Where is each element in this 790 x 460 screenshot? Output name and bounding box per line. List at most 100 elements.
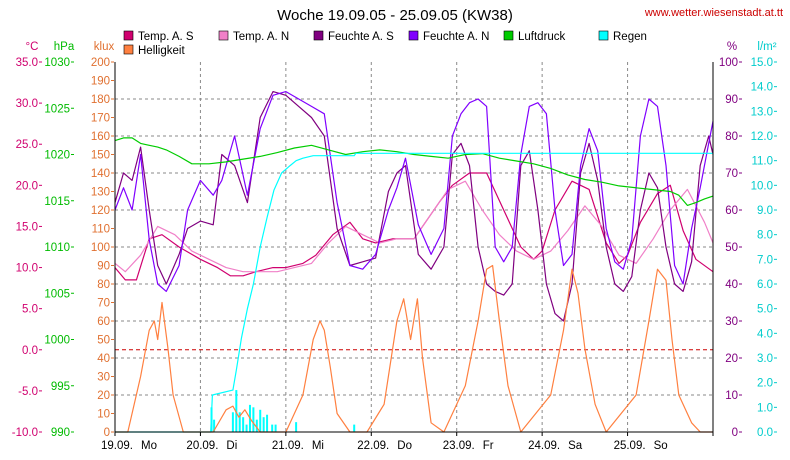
legend-swatch bbox=[598, 30, 609, 41]
series-luftdruck bbox=[114, 137, 714, 206]
y-tick-label-rain: 14.0 bbox=[751, 82, 773, 94]
y-tick-label-rain: 12.0 bbox=[751, 131, 773, 143]
legend-swatch bbox=[503, 30, 514, 41]
legend-swatch bbox=[408, 30, 419, 41]
y-tick-label-rain: 13.0 bbox=[751, 106, 773, 118]
y-tick-label-humidity: 80 bbox=[725, 131, 738, 143]
axis-unit-lux: klux bbox=[94, 41, 115, 53]
y-tick-label-humidity: 60 bbox=[725, 205, 738, 217]
rain-bar bbox=[266, 414, 269, 432]
axis-unit-pressure: hPa bbox=[54, 41, 75, 53]
y-tick-label-pressure: 1030 bbox=[44, 57, 70, 69]
y-tick-label-lux: 0 bbox=[104, 427, 110, 439]
legend-label: Feuchte A. N bbox=[423, 31, 489, 43]
y-tick-label-lux: 150 bbox=[91, 150, 110, 162]
rain-bar bbox=[231, 412, 234, 432]
y-tick-label-lux: 90 bbox=[97, 261, 110, 273]
legend-label: Luftdruck bbox=[518, 31, 566, 43]
rain-bar bbox=[245, 424, 248, 432]
rain-bar bbox=[255, 419, 258, 432]
y-tick-label-humidity: 20 bbox=[725, 353, 738, 365]
y-tick-label-temp: 5.0 bbox=[22, 304, 38, 316]
y-tick-label-rain: 0.0 bbox=[757, 427, 773, 439]
y-tick-label-rain: 3.0 bbox=[757, 353, 773, 365]
rain-bar bbox=[274, 424, 277, 432]
y-tick-label-lux: 160 bbox=[91, 131, 110, 143]
series-regen bbox=[115, 152, 713, 433]
y-tick-label-lux: 50 bbox=[97, 335, 110, 347]
chart-title: Woche 19.09.05 - 25.09.05 (KW38) bbox=[277, 7, 513, 24]
y-tick-label-rain: 6.0 bbox=[757, 279, 773, 291]
y-tick-label-lux: 130 bbox=[91, 187, 110, 199]
y-tick-label-temp: 10.0 bbox=[16, 263, 38, 275]
x-tick-weekday: Do bbox=[397, 440, 412, 452]
y-tick-label-humidity: 10 bbox=[725, 390, 738, 402]
y-tick-label-temp: -10.0 bbox=[12, 427, 38, 439]
x-tick-weekday: Sa bbox=[568, 440, 583, 452]
rain-bar bbox=[295, 422, 298, 432]
x-tick-weekday: So bbox=[654, 440, 668, 452]
y-tick-label-pressure: 1005 bbox=[44, 288, 70, 300]
axis-unit-rain: l/m² bbox=[757, 41, 776, 53]
y-tick-label-humidity: 70 bbox=[725, 168, 738, 180]
rain-bar bbox=[235, 390, 238, 432]
y-tick-label-humidity: 0 bbox=[732, 427, 738, 439]
y-tick-label-lux: 180 bbox=[91, 94, 110, 106]
y-tick-label-pressure: 1010 bbox=[44, 242, 70, 254]
y-tick-label-rain: 9.0 bbox=[757, 205, 773, 217]
y-tick-label-rain: 8.0 bbox=[757, 230, 773, 242]
series-feuchte-a-n bbox=[114, 90, 714, 292]
y-tick-label-pressure: 1000 bbox=[44, 335, 70, 347]
y-tick-label-lux: 80 bbox=[97, 279, 110, 291]
source-url: www.wetter.wiesenstadt.at.tt bbox=[644, 7, 783, 19]
x-tick-date: 20.09. bbox=[186, 440, 218, 452]
axis-unit-temp: °C bbox=[26, 41, 39, 53]
y-tick-label-temp: 0.0 bbox=[22, 345, 38, 357]
y-tick-label-rain: 1.0 bbox=[757, 402, 773, 414]
x-tick-weekday: Fr bbox=[483, 440, 494, 452]
y-tick-label-rain: 10.0 bbox=[751, 180, 773, 192]
y-tick-label-lux: 60 bbox=[97, 316, 110, 328]
y-tick-label-pressure: 1020 bbox=[44, 150, 70, 162]
rain-bar bbox=[252, 407, 255, 432]
y-tick-label-lux: 190 bbox=[91, 76, 110, 88]
x-tick-date: 19.09. bbox=[101, 440, 133, 452]
rain-bar bbox=[262, 417, 265, 432]
y-tick-label-lux: 30 bbox=[97, 372, 110, 384]
legend-swatch bbox=[218, 30, 229, 41]
legend-label: Helligkeit bbox=[138, 45, 185, 57]
y-tick-label-pressure: 1025 bbox=[44, 103, 70, 115]
y-tick-label-humidity: 100 bbox=[719, 57, 738, 69]
axis-unit-humidity: % bbox=[727, 41, 737, 53]
series-temp-a-n bbox=[114, 180, 714, 273]
x-tick-date: 21.09. bbox=[272, 440, 304, 452]
y-tick-label-temp: -5.0 bbox=[18, 386, 38, 398]
rain-bar bbox=[271, 424, 274, 432]
y-tick-label-rain: 7.0 bbox=[757, 254, 773, 266]
series-feuchte-a-s bbox=[114, 90, 714, 322]
y-tick-label-humidity: 90 bbox=[725, 94, 738, 106]
y-tick-label-lux: 120 bbox=[91, 205, 110, 217]
legend-swatch bbox=[313, 30, 324, 41]
x-tick-weekday: Di bbox=[226, 440, 237, 452]
y-tick-label-temp: 20.0 bbox=[16, 180, 38, 192]
y-tick-label-rain: 4.0 bbox=[757, 328, 773, 340]
grid bbox=[115, 62, 713, 432]
y-tick-label-pressure: 990 bbox=[51, 427, 70, 439]
axes bbox=[114, 62, 714, 436]
x-tick-date: 23.09. bbox=[443, 440, 475, 452]
legend-label: Feuchte A. S bbox=[328, 31, 394, 43]
y-tick-label-rain: 2.0 bbox=[757, 378, 773, 390]
rain-bar bbox=[259, 409, 262, 432]
rain-bars bbox=[210, 390, 356, 432]
y-tick-label-lux: 40 bbox=[97, 353, 110, 365]
y-tick-label-rain: 15.0 bbox=[751, 57, 773, 69]
y-tick-label-temp: 25.0 bbox=[16, 139, 38, 151]
y-tick-label-rain: 11.0 bbox=[751, 156, 773, 168]
y-tick-label-humidity: 50 bbox=[725, 242, 738, 254]
y-tick-label-lux: 70 bbox=[97, 298, 110, 310]
y-tick-label-lux: 170 bbox=[91, 113, 110, 125]
legend-label: Temp. A. N bbox=[233, 31, 289, 43]
series-lines bbox=[114, 90, 714, 433]
